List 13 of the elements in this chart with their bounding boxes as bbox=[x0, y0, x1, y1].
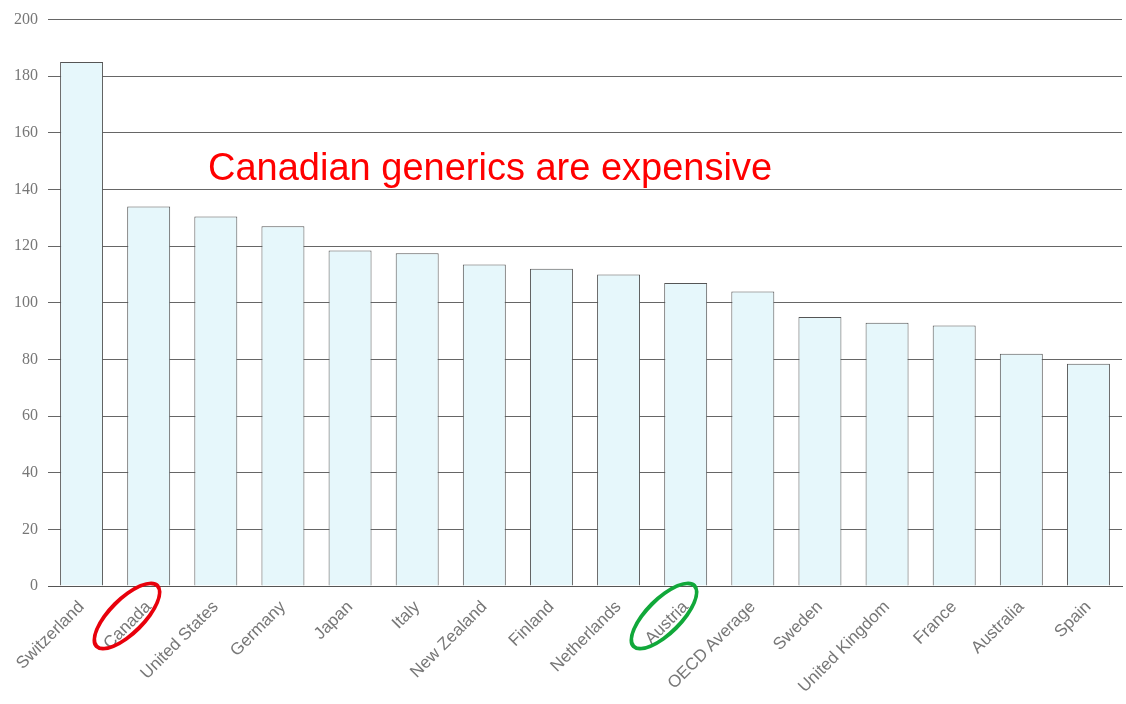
y-tick-label: 0 bbox=[30, 576, 38, 594]
y-tick-label: 20 bbox=[22, 519, 38, 537]
y-tick-label: 200 bbox=[14, 9, 38, 27]
x-tick-label: Italy bbox=[387, 596, 424, 633]
y-tick-label: 80 bbox=[22, 349, 38, 367]
y-tick-label: 100 bbox=[14, 293, 38, 311]
y-tick-label: 120 bbox=[14, 236, 38, 254]
y-tick-label: 40 bbox=[22, 462, 38, 480]
y-tick-label: 180 bbox=[14, 66, 38, 84]
y-tick-label: 60 bbox=[22, 406, 38, 424]
y-tick-label: 160 bbox=[14, 123, 38, 141]
y-tick-label: 140 bbox=[14, 179, 38, 197]
annotation: Canadian generics are expensive bbox=[208, 146, 773, 189]
